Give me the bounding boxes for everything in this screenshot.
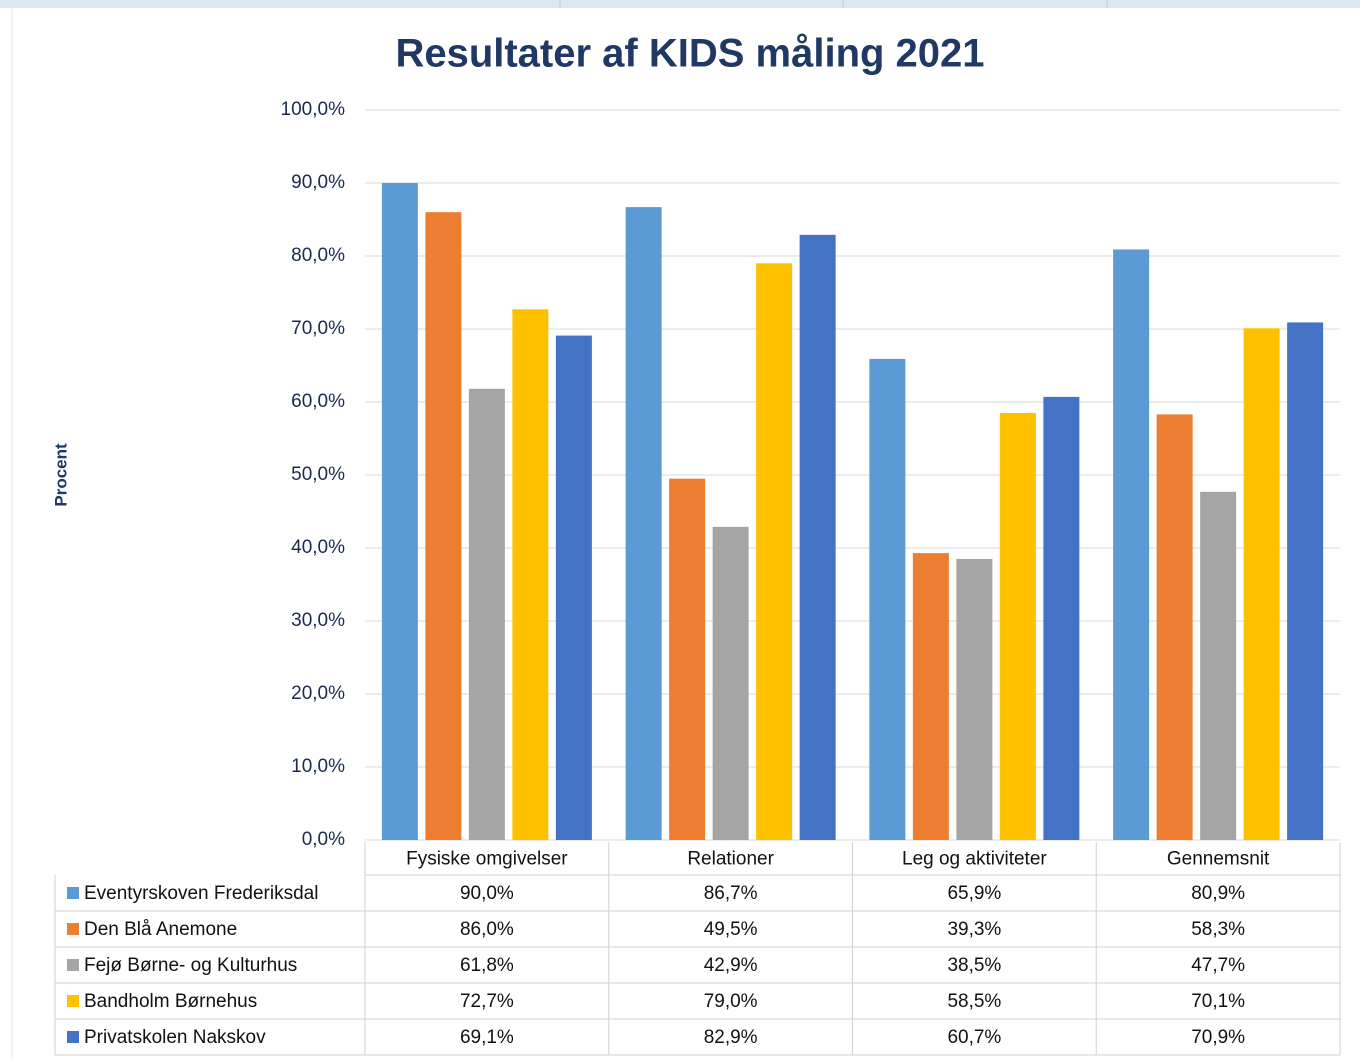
- legend-label: Fejø Børne- og Kulturhus: [84, 955, 297, 976]
- bar: [381, 183, 418, 840]
- legend-key: [67, 995, 79, 1007]
- y-tick-label: 80,0%: [291, 245, 345, 266]
- legend-key: [67, 959, 79, 971]
- y-tick-label: 100,0%: [281, 99, 346, 120]
- bar: [712, 526, 749, 840]
- table-value: 58,5%: [947, 991, 1001, 1012]
- y-tick-label: 30,0%: [291, 610, 345, 631]
- y-tick-label: 60,0%: [291, 391, 345, 412]
- table-value: 69,1%: [460, 1027, 514, 1048]
- table-value: 38,5%: [947, 955, 1001, 976]
- y-tick-label: 40,0%: [291, 537, 345, 558]
- legend-key: [67, 923, 79, 935]
- legend-label: Privatskolen Nakskov: [84, 1027, 266, 1048]
- bar: [669, 478, 706, 840]
- y-axis-label: Procent: [51, 443, 70, 507]
- bar: [555, 335, 592, 840]
- x-tick-label: Relationer: [687, 849, 774, 870]
- table-value: 47,7%: [1191, 955, 1245, 976]
- bar: [869, 358, 906, 840]
- x-tick-label: Leg og aktiviteter: [902, 849, 1047, 870]
- table-value: 65,9%: [947, 883, 1001, 904]
- bar: [1200, 491, 1237, 840]
- table-value: 72,7%: [460, 991, 514, 1012]
- table-value: 70,1%: [1191, 991, 1245, 1012]
- bar: [512, 309, 549, 840]
- bar: [625, 207, 662, 841]
- legend-label: Den Blå Anemone: [84, 919, 237, 940]
- y-tick-label: 70,0%: [291, 318, 345, 339]
- x-tick-label: Fysiske omgivelser: [406, 849, 568, 870]
- table-value: 58,3%: [1191, 919, 1245, 940]
- chart-title: Resultater af KIDS måling 2021: [395, 32, 984, 76]
- y-tick-label: 10,0%: [291, 756, 345, 777]
- bar: [799, 234, 836, 840]
- bar: [1043, 396, 1080, 840]
- bar: [468, 388, 505, 840]
- bar: [1243, 328, 1280, 840]
- table-value: 80,9%: [1191, 883, 1245, 904]
- table-value: 60,7%: [947, 1027, 1001, 1048]
- bar: [912, 553, 949, 840]
- table-value: 86,0%: [460, 919, 514, 940]
- y-tick-label: 20,0%: [291, 683, 345, 704]
- bar: [425, 212, 462, 840]
- table-value: 82,9%: [704, 1027, 758, 1048]
- table-value: 49,5%: [704, 919, 758, 940]
- bar: [756, 263, 793, 840]
- legend-key: [67, 1031, 79, 1043]
- legend-label: Eventyrskoven Frederiksdal: [84, 883, 318, 904]
- table-value: 86,7%: [704, 883, 758, 904]
- legend-key: [67, 887, 79, 899]
- bar: [999, 412, 1036, 840]
- table-value: 79,0%: [704, 991, 758, 1012]
- bar: [956, 558, 993, 840]
- table-value: 39,3%: [947, 919, 1001, 940]
- legend-label: Bandholm Børnehus: [84, 991, 257, 1012]
- y-tick-label: 50,0%: [291, 464, 345, 485]
- top-strip: [0, 0, 1360, 8]
- y-tick-label: 0,0%: [302, 829, 345, 850]
- table-value: 61,8%: [460, 955, 514, 976]
- bar: [1287, 322, 1324, 840]
- table-value: 70,9%: [1191, 1027, 1245, 1048]
- bar: [1113, 249, 1150, 840]
- table-value: 90,0%: [460, 883, 514, 904]
- bar: [1156, 414, 1193, 840]
- table-value: 42,9%: [704, 955, 758, 976]
- x-tick-label: Gennemsnit: [1167, 849, 1270, 870]
- y-tick-label: 90,0%: [291, 172, 345, 193]
